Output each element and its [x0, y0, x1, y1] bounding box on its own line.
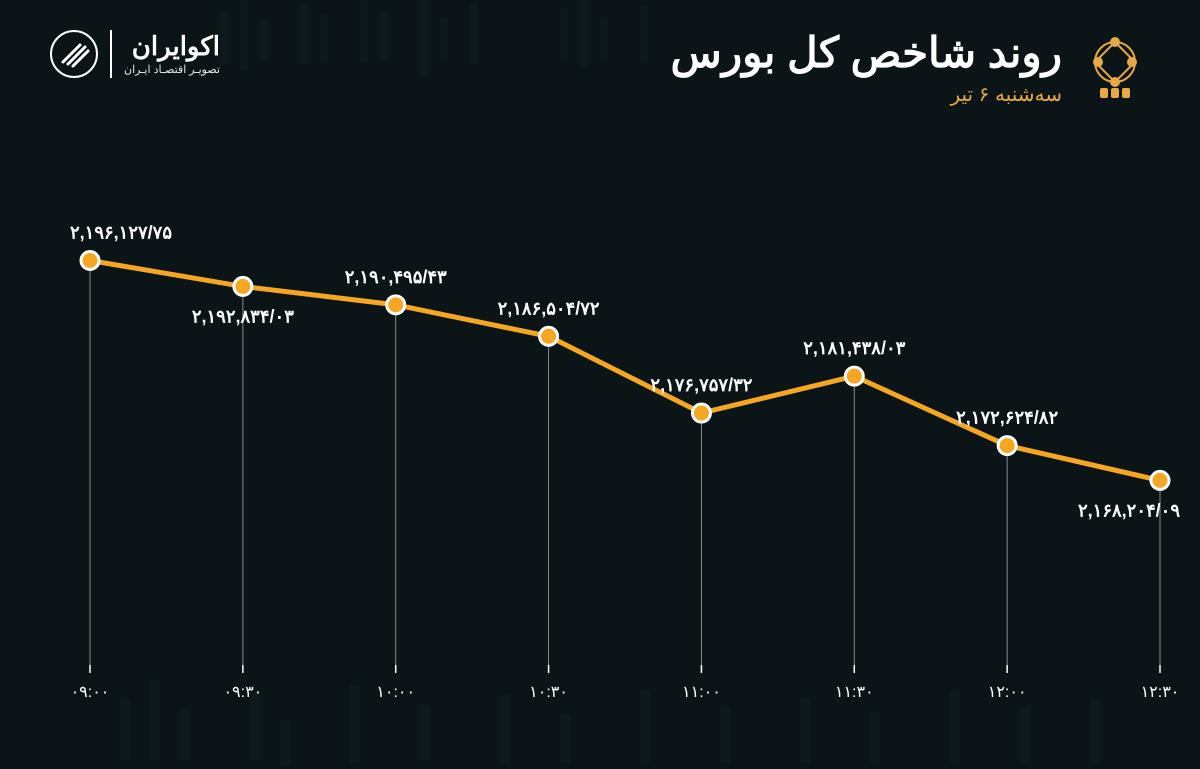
value-label: ۲,۱۷۶,۷۵۷/۳۲ — [650, 375, 752, 395]
data-point — [998, 437, 1016, 455]
x-axis-label: ۱۲:۳۰ — [1141, 684, 1180, 701]
brand-subtitle: تصویـر اقتصـاد ایـران — [124, 63, 220, 76]
x-axis-label: ۱۰:۳۰ — [529, 684, 568, 701]
chart-area: ۲,۱۹۶,۱۲۷/۷۵ ۲,۱۹۲,۸۳۴/۰۳ ۲,۱۹۰,۴۹۵/۴۳ ۲,۱۸… — [60, 185, 1170, 719]
x-axis-label: ۱۱:۳۰ — [835, 684, 874, 701]
line-chart: ۲,۱۹۶,۱۲۷/۷۵ ۲,۱۹۲,۸۳۴/۰۳ ۲,۱۹۰,۴۹۵/۴۳ ۲,۱۸… — [60, 185, 1170, 719]
header: اکوایران تصویـر اقتصـاد ایـران روند شاخص… — [0, 0, 1200, 127]
data-point — [1151, 471, 1169, 489]
brand-divider — [110, 30, 112, 78]
exchange-emblem-icon — [1080, 30, 1150, 100]
value-label: ۲,۱۸۶,۵۰۴/۷۲ — [498, 298, 600, 318]
value-label: ۲,۱۹۲,۸۳۴/۰۳ — [192, 306, 294, 326]
brand-logo-icon — [50, 30, 98, 78]
data-point — [692, 404, 710, 422]
data-point — [234, 277, 252, 295]
x-axis-label: ۱۰:۰۰ — [376, 684, 415, 701]
chart-date: سه‌شنبه ۶ تیر — [671, 82, 1062, 107]
value-label: ۲,۱۹۰,۴۹۵/۴۳ — [345, 267, 447, 287]
x-axis-label: ۱۱:۰۰ — [682, 684, 721, 701]
data-point — [845, 367, 863, 385]
x-axis-label: ۰۹:۰۰ — [71, 684, 110, 701]
value-label: ۲,۱۷۲,۶۲۴/۸۲ — [956, 408, 1058, 428]
data-point — [387, 296, 405, 314]
x-axis-label: ۰۹:۳۰ — [223, 684, 262, 701]
x-axis-label: ۱۲:۰۰ — [988, 684, 1027, 701]
brand-block: اکوایران تصویـر اقتصـاد ایـران — [50, 30, 220, 78]
chart-title: روند شاخص کل بورس — [671, 30, 1062, 76]
value-label: ۲,۱۹۶,۱۲۷/۷۵ — [70, 222, 172, 242]
data-point — [81, 251, 99, 269]
brand-title: اکوایران — [124, 33, 220, 59]
title-block: روند شاخص کل بورس سه‌شنبه ۶ تیر — [671, 30, 1150, 107]
value-label: ۲,۱۸۱,۴۳۸/۰۳ — [803, 338, 905, 358]
value-label: ۲,۱۶۸,۲۰۴/۰۹ — [1078, 500, 1180, 520]
data-point — [540, 327, 558, 345]
